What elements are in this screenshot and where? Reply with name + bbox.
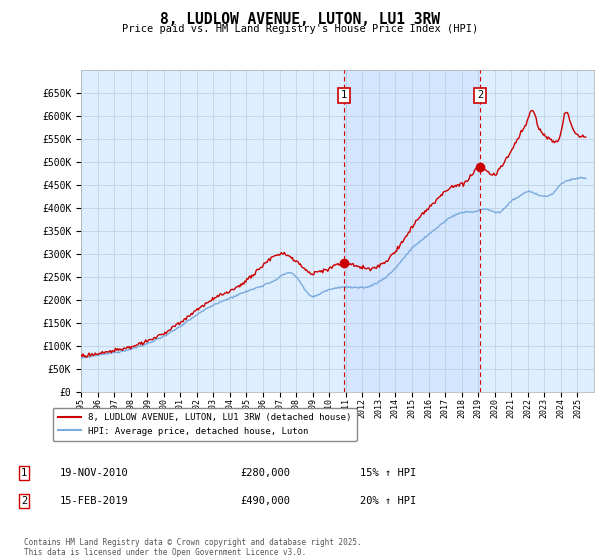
Text: 20% ↑ HPI: 20% ↑ HPI (360, 496, 416, 506)
Text: Contains HM Land Registry data © Crown copyright and database right 2025.
This d: Contains HM Land Registry data © Crown c… (24, 538, 362, 557)
Text: £280,000: £280,000 (240, 468, 290, 478)
Text: 2: 2 (477, 90, 483, 100)
Text: 1: 1 (21, 468, 27, 478)
Text: 15-FEB-2019: 15-FEB-2019 (60, 496, 129, 506)
Text: Price paid vs. HM Land Registry's House Price Index (HPI): Price paid vs. HM Land Registry's House … (122, 24, 478, 34)
Legend: 8, LUDLOW AVENUE, LUTON, LU1 3RW (detached house), HPI: Average price, detached : 8, LUDLOW AVENUE, LUTON, LU1 3RW (detach… (53, 408, 356, 441)
Text: 8, LUDLOW AVENUE, LUTON, LU1 3RW: 8, LUDLOW AVENUE, LUTON, LU1 3RW (160, 12, 440, 27)
Text: 15% ↑ HPI: 15% ↑ HPI (360, 468, 416, 478)
Text: 19-NOV-2010: 19-NOV-2010 (60, 468, 129, 478)
Text: 1: 1 (341, 90, 347, 100)
Bar (344, 70, 480, 392)
Text: £490,000: £490,000 (240, 496, 290, 506)
Text: 2: 2 (21, 496, 27, 506)
